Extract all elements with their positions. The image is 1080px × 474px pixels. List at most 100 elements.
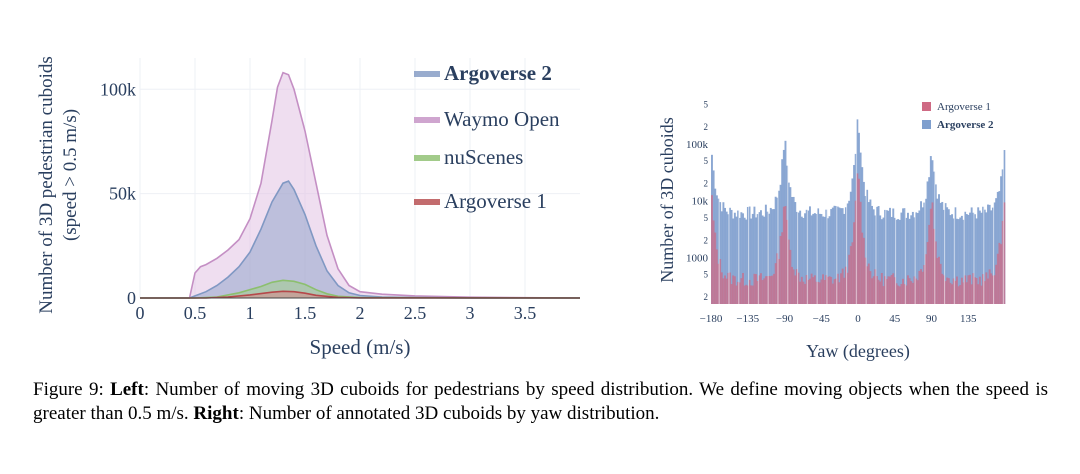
bar-argoverse-2: [877, 206, 880, 304]
bar-argoverse-1: [936, 257, 939, 304]
bar-argoverse-2: [836, 206, 839, 304]
bar-argoverse-1: [791, 266, 793, 304]
bar-argoverse-2: [957, 219, 960, 304]
bar-argoverse-1: [742, 272, 744, 304]
x-tick-label: 135: [960, 313, 977, 325]
bar-argoverse-1: [980, 285, 983, 304]
bar-argoverse-1: [717, 263, 720, 304]
x-tick-label: 3: [466, 303, 475, 323]
bar-argoverse-2: [822, 216, 824, 304]
bar-argoverse-1: [851, 242, 854, 304]
y-tick-label: 0: [127, 288, 136, 308]
bar-argoverse-2: [826, 218, 829, 304]
bar-argoverse-1: [846, 272, 849, 304]
bar-argoverse-2: [802, 217, 805, 304]
bar-argoverse-1: [939, 263, 942, 304]
bar-argoverse-1: [720, 272, 723, 304]
bar-argoverse-1: [911, 282, 914, 304]
caption-prefix: Figure 9:: [33, 379, 111, 400]
bar-argoverse-2: [750, 218, 753, 304]
bar-argoverse-1: [993, 275, 996, 304]
bar-argoverse-1: [789, 249, 792, 304]
bar-argoverse-1: [872, 276, 875, 304]
bar-argoverse-1: [853, 222, 856, 304]
bar-argoverse-2: [760, 210, 762, 304]
bar-argoverse-2: [905, 217, 908, 304]
bar-argoverse-1: [779, 235, 782, 304]
bar-argoverse-2: [951, 214, 954, 304]
caption-left-label: Left: [110, 379, 144, 400]
bar-argoverse-1: [815, 281, 818, 304]
legend-label: Waymo Open: [444, 107, 560, 131]
bar-argoverse-2: [807, 210, 810, 304]
bar-argoverse-2: [835, 206, 838, 304]
bar-argoverse-1: [833, 279, 836, 304]
bar-argoverse-1: [866, 266, 869, 304]
bar-argoverse-1: [861, 232, 864, 304]
bar-argoverse-2: [748, 206, 751, 304]
bar-argoverse-1: [745, 284, 748, 304]
bar-argoverse-1: [715, 249, 718, 304]
y-minor-tick-label: 5: [704, 269, 709, 279]
bar-argoverse-2: [745, 219, 748, 304]
bar-argoverse-1: [871, 278, 873, 304]
bar-argoverse-1: [864, 257, 867, 304]
bar-argoverse-2: [753, 206, 756, 304]
x-tick-label: 0: [136, 303, 145, 323]
bar-argoverse-1: [769, 276, 772, 304]
bar-argoverse-2: [758, 212, 761, 304]
bar-argoverse-1: [923, 264, 926, 304]
bar-argoverse-2: [911, 211, 914, 304]
bar-argoverse-1: [714, 232, 717, 304]
bar-argoverse-1: [799, 281, 802, 304]
bar-argoverse-2: [769, 207, 772, 304]
series-line: [140, 290, 581, 299]
bar-argoverse-2: [773, 209, 775, 304]
bar-argoverse-2: [813, 213, 816, 304]
bar-argoverse-1: [947, 278, 950, 304]
bar-argoverse-1: [875, 276, 878, 304]
bar-argoverse-1: [800, 276, 803, 304]
bar-argoverse-2: [841, 208, 844, 304]
bar-argoverse-2: [866, 189, 869, 304]
bar-argoverse-2: [889, 207, 891, 304]
bar-argoverse-2: [895, 219, 898, 304]
bar-argoverse-1: [768, 275, 771, 304]
bar-argoverse-1: [805, 274, 808, 304]
bar-argoverse-2: [840, 208, 842, 304]
bar-argoverse-1: [825, 275, 828, 304]
bar-argoverse-2: [838, 207, 841, 304]
x-tick-label: 0: [855, 313, 861, 325]
bar-argoverse-1: [889, 276, 891, 304]
bar-argoverse-2: [848, 200, 851, 304]
bar-argoverse-2: [740, 212, 743, 304]
bar-argoverse-1: [990, 273, 993, 304]
bar-argoverse-1: [797, 272, 800, 304]
bar-argoverse-2: [964, 211, 967, 304]
bar-argoverse-2: [959, 217, 962, 304]
bar-argoverse-2: [719, 202, 722, 304]
x-tick-label: −90: [776, 313, 794, 325]
y-axis-title-line1: Number of 3D pedestrian cuboids: [36, 56, 57, 314]
bar-argoverse-1: [848, 254, 851, 304]
y-minor-tick-label: 5: [704, 213, 709, 223]
bar-argoverse-1: [735, 285, 738, 304]
bar-argoverse-2: [944, 203, 947, 304]
bar-argoverse-1: [831, 283, 834, 304]
bar-argoverse-1: [879, 281, 882, 304]
bar-argoverse-1: [913, 276, 916, 304]
bar-argoverse-1: [820, 279, 823, 304]
bar-argoverse-1: [987, 278, 989, 304]
bar-argoverse-2: [867, 202, 870, 304]
bar-argoverse-2: [965, 214, 968, 304]
bar-argoverse-1: [902, 278, 905, 304]
bar-argoverse-2: [794, 202, 797, 304]
bar-argoverse-2: [879, 215, 882, 304]
bar-argoverse-2: [755, 217, 758, 304]
x-tick-label: 90: [926, 313, 938, 325]
bar-argoverse-1: [995, 264, 998, 304]
bar-argoverse-2: [805, 209, 808, 304]
bar-argoverse-1: [929, 208, 932, 304]
bar-argoverse-1: [822, 274, 824, 304]
bar-argoverse-2: [890, 216, 893, 304]
